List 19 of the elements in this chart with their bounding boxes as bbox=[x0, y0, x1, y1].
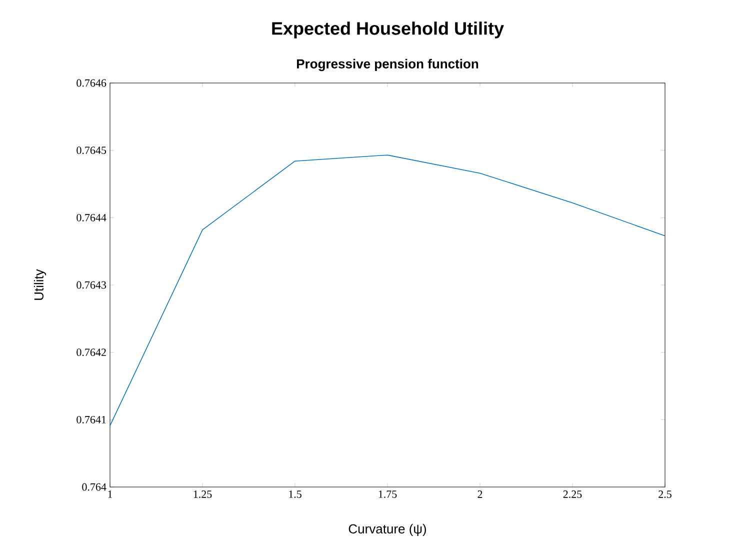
chart-title: Expected Household Utility bbox=[272, 22, 504, 38]
x-tick-label: 2 bbox=[478, 490, 482, 498]
y-tick-label: 0.7641 bbox=[76, 416, 106, 424]
y-tick-label: 0.7642 bbox=[76, 348, 106, 356]
chart-subtitle: Progressive pension function bbox=[296, 58, 478, 72]
x-tick-label: 1 bbox=[108, 490, 112, 498]
y-tick-label: 0.7644 bbox=[76, 214, 106, 222]
x-tick-label: 1.5 bbox=[289, 490, 302, 498]
x-tick-label: 2.5 bbox=[658, 490, 672, 498]
x-tick-label: 1.25 bbox=[194, 490, 212, 498]
x-tick-label: 2.25 bbox=[563, 490, 582, 498]
y-tick-label: 0.764 bbox=[82, 483, 106, 491]
y-tick-label: 0.7645 bbox=[76, 146, 106, 154]
line-series bbox=[110, 154, 666, 426]
y-tick-label: 0.7646 bbox=[76, 79, 106, 87]
y-tick-label: 0.7643 bbox=[76, 281, 106, 289]
y-axis-title: Utility bbox=[34, 269, 46, 300]
x-axis-title: Curvature (ψ) bbox=[348, 524, 426, 536]
x-tick-label: 1.75 bbox=[378, 490, 397, 498]
